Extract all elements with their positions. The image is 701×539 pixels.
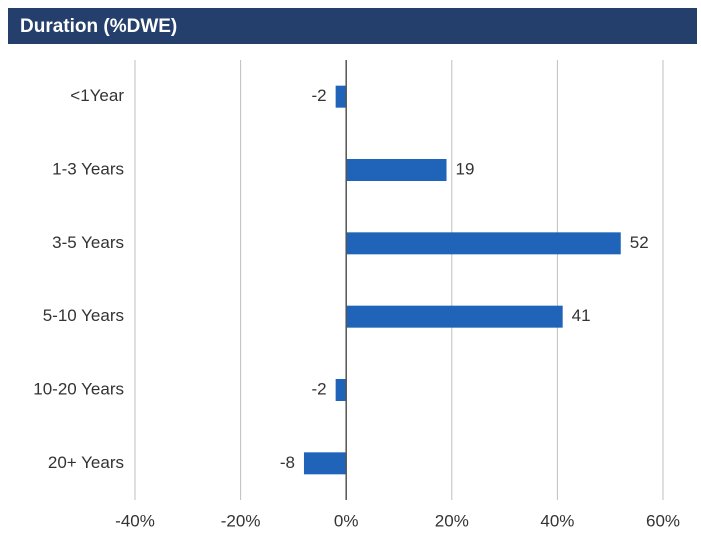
y-tick-label: 20+ Years	[48, 453, 124, 472]
data-label: -2	[312, 379, 327, 398]
data-label: 41	[572, 306, 591, 325]
x-tick-label: -40%	[115, 511, 155, 530]
bar	[346, 305, 563, 328]
x-tick-label: 40%	[540, 511, 574, 530]
bar	[303, 452, 347, 475]
x-tick-label: 60%	[646, 511, 680, 530]
x-tick-label: 20%	[435, 511, 469, 530]
data-label: -8	[280, 453, 295, 472]
x-tick-label: -20%	[221, 511, 261, 530]
x-tick-label: 0%	[334, 511, 359, 530]
bar	[346, 232, 621, 255]
y-tick-label: 3-5 Years	[52, 233, 124, 252]
bar	[335, 85, 347, 108]
data-label: 19	[456, 159, 475, 178]
y-tick-label: <1Year	[70, 86, 124, 105]
bar	[346, 159, 447, 181]
chart-title: Duration (%DWE)	[20, 16, 177, 37]
bar	[335, 379, 347, 401]
y-tick-label: 1-3 Years	[52, 159, 124, 178]
y-tick-label: 10-20 Years	[33, 379, 124, 398]
y-tick-label: 5-10 Years	[43, 306, 124, 325]
data-label: -2	[312, 86, 327, 105]
header-bar	[8, 8, 697, 44]
data-label: 52	[630, 233, 649, 252]
